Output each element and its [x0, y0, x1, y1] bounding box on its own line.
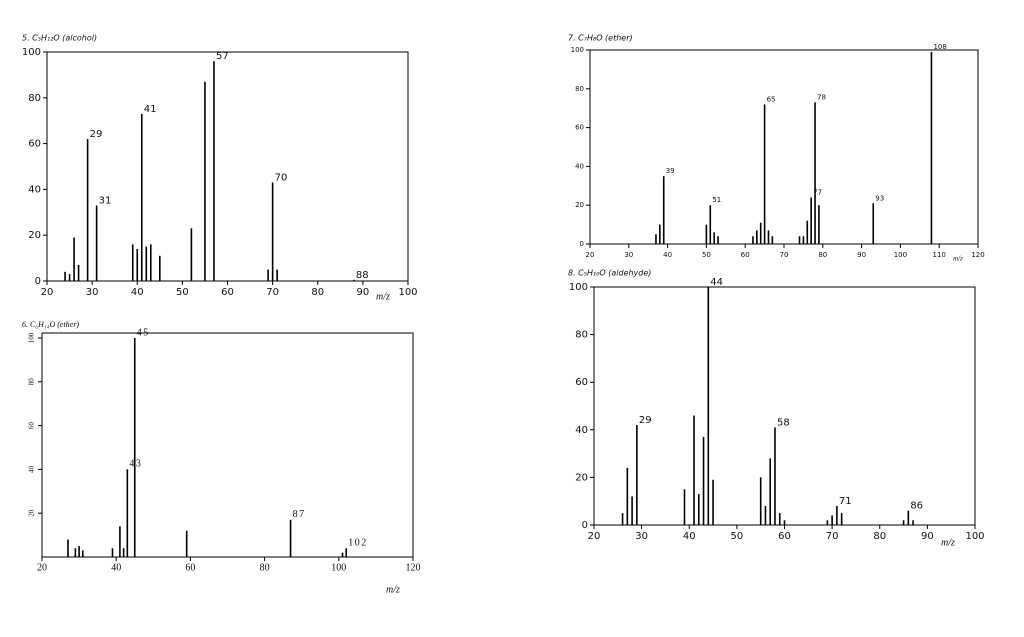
plot-frame [41, 332, 414, 558]
x-tick-label: 30 [635, 531, 648, 542]
x-tick-label: 20 [37, 562, 47, 573]
x-tick-label: 60 [185, 562, 195, 573]
y-tick-label: 80 [575, 330, 588, 341]
peak-label: 58 [777, 417, 790, 428]
y-tick-label: 40 [28, 465, 36, 473]
plot-frame [593, 286, 976, 526]
x-tick-label: 90 [921, 531, 934, 542]
peak-label: 77 [813, 188, 822, 196]
peak-label: 44 [710, 277, 723, 288]
peak-label: 108 [933, 43, 946, 51]
x-axis-label: m/z [953, 255, 963, 263]
x-tick-label: 30 [86, 287, 99, 298]
peak-label: 57 [216, 51, 229, 62]
plot-frame [589, 49, 979, 245]
x-tick-label: 70 [266, 287, 279, 298]
x-tick-label: 70 [780, 251, 789, 259]
peak-label: 41 [144, 104, 157, 115]
peak-label: 65 [767, 95, 776, 103]
spectrum-chart: 5. C₅H₁₂O (alcohol)20 30 40 50 60 70 80 90 10002… [22, 34, 418, 303]
x-tick-label: 70 [826, 531, 839, 542]
y-tick-label: 60 [28, 422, 36, 430]
x-axis-label: m/z [941, 537, 955, 548]
x-tick-label: 100 [331, 562, 346, 573]
x-tick-label: 60 [778, 531, 791, 542]
y-tick-label: 20 [575, 201, 584, 209]
y-tick-label: 100 [28, 332, 36, 343]
x-tick-label: 20 [588, 531, 601, 542]
y-tick-label: 40 [575, 425, 588, 436]
peak-label: 87 [293, 509, 306, 520]
chart-title: 8. C₅H₁₀O (aldehyde) [568, 269, 651, 278]
peak-label: 88 [356, 270, 369, 281]
x-tick-label: 50 [176, 287, 189, 298]
chart-title: 6. C₆H₁₄O (ether) [22, 320, 79, 329]
x-tick-label: 60 [741, 251, 750, 259]
x-tick-label: 20 [41, 287, 54, 298]
y-tick-label: 80 [575, 85, 584, 93]
y-tick-label: 60 [28, 139, 41, 150]
peak-label: 51 [712, 196, 721, 204]
x-tick-label: 90 [357, 287, 370, 298]
y-tick-label: 60 [575, 124, 584, 132]
peak-label: 45 [137, 327, 150, 338]
y-tick-label: 40 [575, 162, 584, 170]
peak-label: 71 [839, 496, 852, 507]
x-tick-label: 40 [683, 531, 696, 542]
x-axis-label: m/z [386, 584, 400, 595]
y-tick-label: 80 [28, 93, 41, 104]
peak-label: 31 [99, 195, 112, 206]
peak-label: 39 [666, 167, 675, 175]
peak-label: 102 [348, 538, 368, 549]
x-tick-label: 50 [731, 531, 744, 542]
spectrum-chart: 8. C₅H₁₀O (aldehyde) 20 30 40 50 60 70 80 90 100 0… [568, 269, 985, 549]
x-tick-label: 80 [311, 287, 324, 298]
plot-frame [46, 51, 409, 282]
y-tick-label: 20 [28, 509, 36, 517]
y-tick-label: 0 [582, 520, 588, 531]
y-tick-label: 80 [28, 378, 36, 386]
peak-label: 78 [817, 93, 826, 101]
y-tick-label: 60 [575, 377, 588, 388]
peak-label: 86 [910, 501, 923, 512]
y-tick-label: 100 [22, 47, 41, 58]
x-tick-label: 120 [971, 251, 984, 259]
y-tick-label: 20 [28, 230, 41, 241]
x-tick-label: 110 [933, 251, 946, 259]
peak-label: 43 [129, 459, 142, 470]
peak-label: 29 [90, 129, 103, 140]
x-tick-label: 30 [624, 251, 633, 259]
x-tick-label: 80 [818, 251, 827, 259]
y-tick-label: 100 [569, 282, 588, 293]
x-tick-label: 40 [131, 287, 144, 298]
x-tick-label: 100 [965, 531, 984, 542]
x-tick-label: 60 [221, 287, 234, 298]
peak-label: 70 [275, 173, 288, 184]
y-tick-label: 0 [35, 276, 41, 287]
x-tick-label: 80 [260, 562, 270, 573]
x-tick-label: 20 [586, 251, 595, 259]
peak-label: 29 [639, 415, 652, 426]
x-tick-label: 40 [663, 251, 672, 259]
x-tick-label: 50 [702, 251, 711, 259]
x-tick-label: 100 [398, 287, 417, 298]
y-tick-label: 100 [571, 46, 584, 54]
chart-title: 7. C₇H₈O (ether) [568, 34, 633, 43]
y-tick-label: 40 [28, 184, 41, 195]
spectrum-chart: 6. C₆H₁₄O (ether) 20 40 60 80 100 120 20 40 60 80 1… [22, 320, 421, 595]
x-tick-label: 40 [111, 562, 121, 573]
spectrum-chart: 7. C₇H₈O (ether) 20 30 40 50 60 70 80 90 100 110 12… [568, 34, 985, 263]
x-axis-label: m/z [376, 291, 390, 302]
x-tick-label: 120 [406, 562, 421, 573]
x-tick-label: 100 [894, 251, 907, 259]
x-tick-label: 90 [857, 251, 866, 259]
y-tick-label: 20 [575, 472, 588, 483]
x-tick-label: 80 [873, 531, 886, 542]
chart-title: 5. C₅H₁₂O (alcohol) [22, 34, 97, 43]
y-tick-label: 0 [580, 240, 584, 248]
peak-label: 93 [875, 194, 884, 202]
